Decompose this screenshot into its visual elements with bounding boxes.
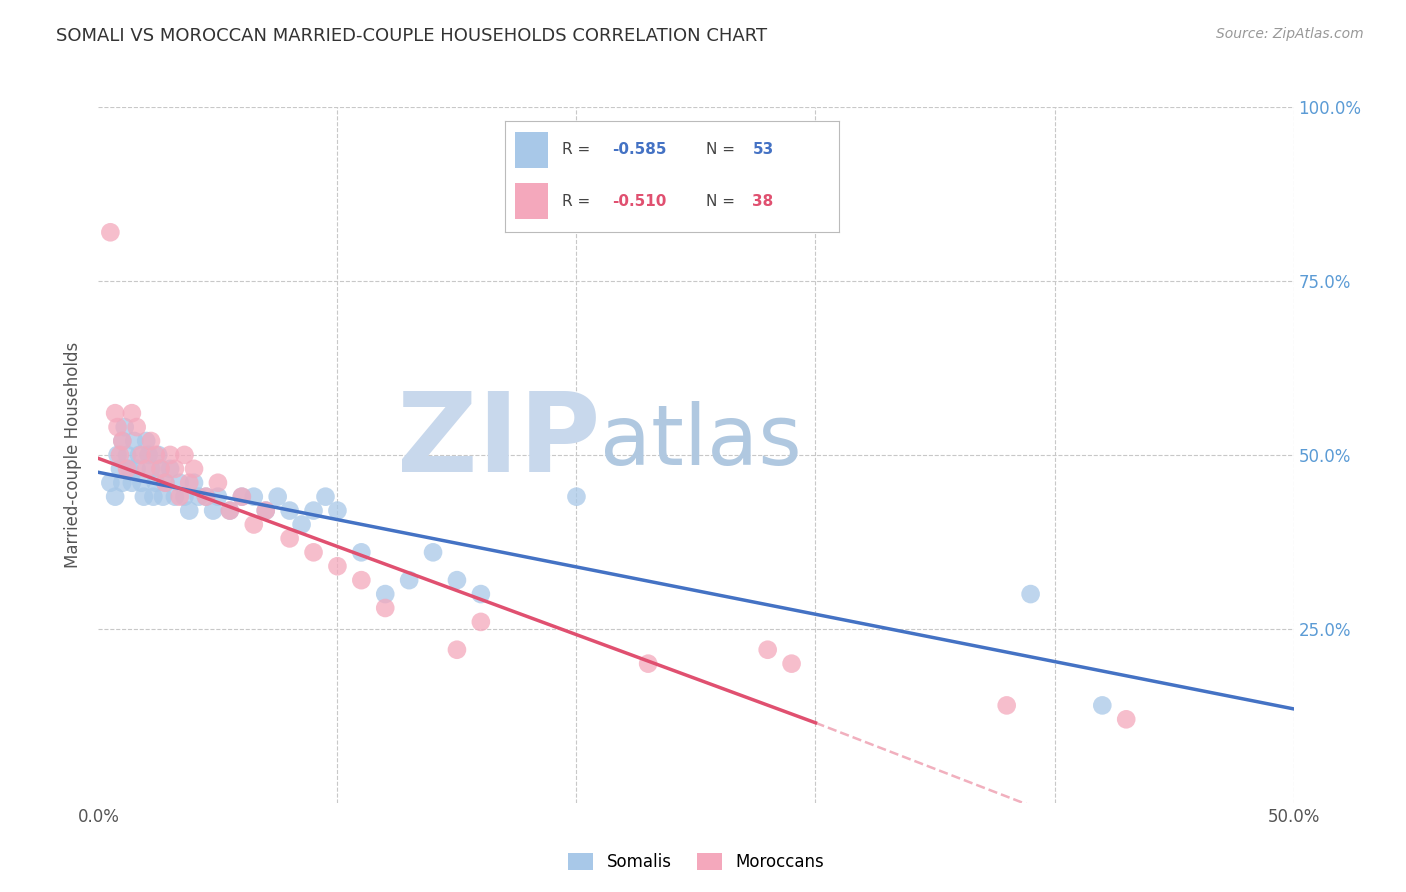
Point	[155, 475, 177, 490]
Point	[124, 434, 146, 448]
Point	[350, 545, 373, 559]
Point	[470, 615, 492, 629]
Point	[107, 420, 129, 434]
Point	[756, 642, 779, 657]
Point	[183, 475, 205, 490]
Text: ZIP: ZIP	[396, 387, 600, 494]
Text: Source: ZipAtlas.com: Source: ZipAtlas.com	[1216, 27, 1364, 41]
Point	[254, 503, 277, 517]
Point	[163, 462, 186, 476]
Point	[302, 545, 325, 559]
Point	[302, 503, 325, 517]
Point	[350, 573, 373, 587]
Text: atlas: atlas	[600, 401, 801, 482]
Point	[131, 475, 153, 490]
Point	[1115, 712, 1137, 726]
Legend: Somalis, Moroccans: Somalis, Moroccans	[561, 847, 831, 878]
Point	[132, 490, 155, 504]
Point	[125, 420, 148, 434]
Point	[326, 559, 349, 574]
Point	[1019, 587, 1042, 601]
Point	[138, 448, 160, 462]
Point	[111, 434, 134, 448]
Point	[135, 434, 157, 448]
Point	[125, 462, 148, 476]
Point	[565, 490, 588, 504]
Point	[179, 475, 201, 490]
Point	[243, 490, 266, 504]
Point	[107, 448, 129, 462]
Point	[145, 475, 167, 490]
Point	[142, 490, 165, 504]
Point	[118, 462, 141, 476]
Point	[159, 462, 181, 476]
Point	[121, 475, 143, 490]
Point	[115, 448, 138, 462]
Point	[163, 490, 186, 504]
Point	[374, 601, 396, 615]
Point	[169, 475, 191, 490]
Point	[637, 657, 659, 671]
Point	[148, 448, 170, 462]
Point	[446, 642, 468, 657]
Point	[104, 406, 127, 420]
Point	[121, 406, 143, 420]
Point	[780, 657, 803, 671]
Point	[187, 490, 209, 504]
Point	[278, 503, 301, 517]
Point	[326, 503, 349, 517]
Point	[159, 448, 181, 462]
Point	[194, 490, 218, 504]
Point	[278, 532, 301, 546]
Point	[398, 573, 420, 587]
Point	[374, 587, 396, 601]
Point	[108, 448, 131, 462]
Point	[98, 225, 122, 239]
Point	[995, 698, 1018, 713]
Point	[139, 462, 162, 476]
Point	[173, 490, 195, 504]
Point	[152, 490, 174, 504]
Point	[219, 503, 242, 517]
Point	[231, 490, 253, 504]
Point	[446, 573, 468, 587]
Point	[207, 490, 229, 504]
Point	[254, 503, 277, 517]
Point	[128, 448, 150, 462]
Point	[149, 462, 172, 476]
Point	[183, 462, 205, 476]
Point	[267, 490, 290, 504]
Point	[111, 434, 134, 448]
Point	[207, 475, 229, 490]
Point	[108, 462, 131, 476]
Point	[1091, 698, 1114, 713]
Point	[179, 503, 201, 517]
Point	[104, 490, 127, 504]
Point	[169, 490, 191, 504]
Point	[111, 475, 134, 490]
Point	[114, 420, 136, 434]
Point	[231, 490, 253, 504]
Point	[219, 503, 242, 517]
Point	[315, 490, 337, 504]
Point	[155, 475, 177, 490]
Point	[135, 462, 157, 476]
Point	[194, 490, 218, 504]
Point	[131, 448, 153, 462]
Text: SOMALI VS MOROCCAN MARRIED-COUPLE HOUSEHOLDS CORRELATION CHART: SOMALI VS MOROCCAN MARRIED-COUPLE HOUSEH…	[56, 27, 768, 45]
Point	[422, 545, 444, 559]
Point	[173, 448, 195, 462]
Point	[243, 517, 266, 532]
Point	[202, 503, 225, 517]
Point	[98, 475, 122, 490]
Y-axis label: Married-couple Households: Married-couple Households	[65, 342, 83, 568]
Point	[139, 434, 162, 448]
Point	[149, 462, 172, 476]
Point	[291, 517, 314, 532]
Point	[145, 448, 167, 462]
Point	[470, 587, 492, 601]
Point	[115, 462, 138, 476]
